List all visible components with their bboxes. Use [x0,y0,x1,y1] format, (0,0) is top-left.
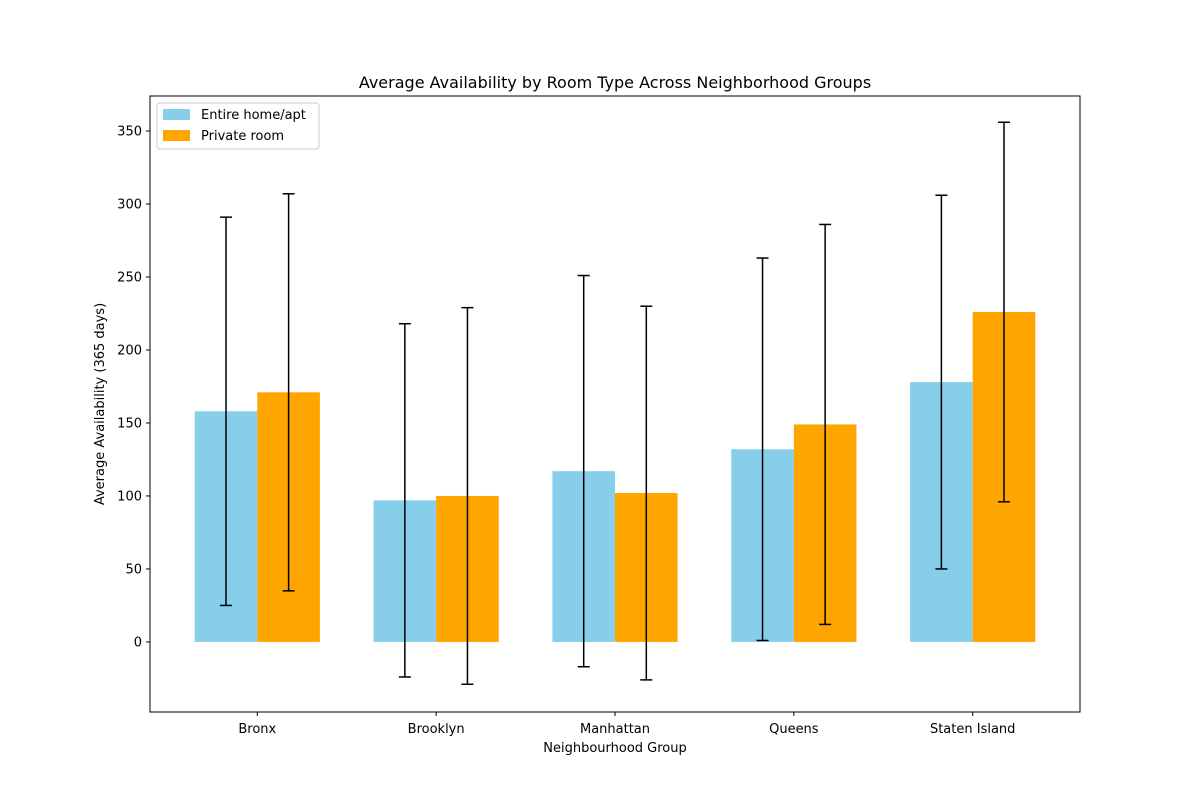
y-tick-label-150: 150 [117,416,142,431]
errorbars-layer [220,121,1010,686]
x-tick-label-staten-island: Staten Island [930,722,1015,737]
x-tick-label-queens: Queens [769,722,819,737]
y-axis: 0 50 100 150 200 250 300 350 [117,125,150,650]
y-axis-label: Average Availability (365 days) [93,303,108,505]
y-tick-label-50: 50 [125,562,142,577]
x-tick-label-bronx: Bronx [238,722,276,737]
y-tick-label-100: 100 [117,489,142,504]
x-axis: Bronx Brooklyn Manhattan Queens Staten Islan… [238,712,1015,737]
x-tick-label-manhattan: Manhattan [580,722,650,737]
legend-label-private-room: Private room [201,129,284,144]
legend-swatch-entire-home [163,109,190,120]
y-tick-label-350: 350 [117,125,142,140]
legend-box [156,102,320,150]
y-tick-label-200: 200 [117,343,142,358]
legend-swatch-private-room [163,130,190,141]
legend-label-entire-home: Entire home/apt [201,108,306,123]
y-tick-label-250: 250 [117,271,142,286]
x-axis-label: Neighbourhood Group [543,741,687,756]
y-tick-label-0: 0 [134,635,142,650]
y-tick-label-300: 300 [117,198,142,213]
legend: Entire home/apt Private room [156,102,320,150]
chart-title: Average Availability by Room Type Across… [359,73,871,92]
x-tick-label-brooklyn: Brooklyn [408,722,465,737]
